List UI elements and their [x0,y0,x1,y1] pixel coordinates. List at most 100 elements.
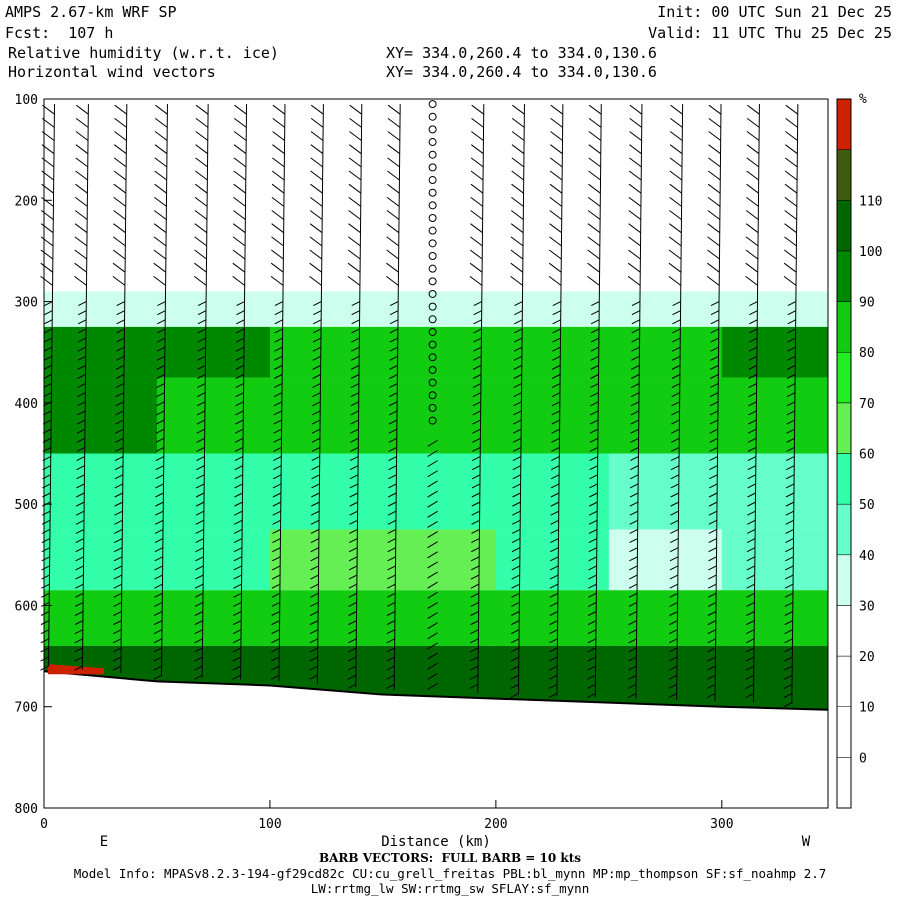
calm-circle [428,327,437,336]
wind-barb [427,632,438,640]
rh-cell [608,377,723,454]
rh-cell [608,529,723,591]
colorbar-segment [836,402,852,454]
rh-cell [495,291,610,327]
colorbar: 0 10 20 30 40 50 60 70 80 90 100 110% [836,92,882,809]
wind-barb [427,551,438,559]
xy-range-2: XY= 334.0,260.4 to 334.0,130.6 [386,63,657,81]
wind-barb-staff [477,104,485,693]
y-tick-label: 200 [15,194,38,209]
rh-cell [608,326,723,378]
rh-cell [495,590,610,646]
calm-circle [428,239,437,248]
colorbar-segment [836,149,852,201]
wind-barb-staff [393,104,401,690]
calm-circle [428,391,437,400]
wind-barb [427,672,438,680]
wind-barb-staff [120,104,128,674]
wind-barb-flags [193,104,209,680]
wind-barb-flags [309,104,324,680]
wind-barb [427,571,438,579]
calm-circle [428,176,437,185]
wind-barb-staff [201,104,209,678]
calm-circle [428,315,437,324]
colorbar-segment [836,453,852,505]
wind-barb-staff [594,104,602,698]
init-time: Init: 00 UTC Sun 21 Dec 25 [657,3,892,21]
calm-circle [428,226,437,235]
wind-barb-flags [232,104,247,680]
rh-cell [269,453,384,530]
rh-cell [608,590,723,646]
rh-cell [382,453,497,530]
rh-cell [269,326,384,378]
colorbar-label: 0 [859,751,867,766]
wind-barb [427,531,438,538]
model-info: Model Info: MPASv8.2.3-194-gf29cd82c CU:… [73,866,827,881]
rh-cell [156,291,271,327]
wind-barb [427,612,438,619]
colorbar-label: 30 [859,599,875,614]
calm-circle [428,163,437,172]
colorbar-segment [836,98,852,150]
rh-cell [495,377,610,454]
valid-time: Valid: 11 UTC Thu 25 Dec 25 [648,24,892,42]
rh-cell [382,291,497,327]
calm-circle [428,289,437,298]
colorbar-segment [836,605,852,657]
rh-cell [44,291,158,327]
colorbar-unit: % [859,92,867,107]
calm-circle [428,264,437,273]
rh-cell [608,453,723,530]
wind-barb [427,450,438,457]
wind-barb [427,470,438,478]
calm-circle [428,251,437,260]
calm-circle [428,340,437,349]
colorbar-segment [836,200,852,252]
calm-circle [428,112,437,121]
wind-barbs [40,100,799,708]
wind-barb-staff [316,104,324,685]
colorbar-segment [836,706,852,758]
rh-cell [721,291,829,327]
wind-barb-flags [386,104,401,689]
wind-barb-staff [714,104,722,702]
y-tick-label: 700 [15,701,38,716]
colorbar-frame [836,98,852,809]
x-tick-label: 100 [258,817,281,832]
x-tick-label: 200 [484,817,507,832]
wind-barb-flags [627,104,643,698]
wind-barb [427,581,438,589]
rh-cell [721,377,829,454]
wind-barb [427,591,438,599]
wind-barb [427,642,438,650]
rh-cell [156,529,271,591]
model-title: AMPS 2.67-km WRF SP [5,3,177,21]
y-tick-label: 400 [15,397,38,412]
rh-cell [382,377,497,454]
wind-barb-flags [745,104,760,698]
colorbar-label: 110 [859,194,882,209]
y-tick-label: 800 [15,802,38,817]
colorbar-segment [836,655,852,707]
rh-cell [382,326,497,378]
field-name-2: Horizontal wind vectors [8,63,216,81]
colorbar-segment [836,250,852,302]
calm-circle [428,378,437,387]
rh-cell [44,529,158,591]
wind-barb-flags [548,104,564,698]
rh-cell [495,645,610,703]
calm-circle [428,188,437,197]
colorbar-label: 80 [859,346,875,361]
left-end-label: E [100,834,108,850]
wind-barb-flags [347,104,362,689]
rh-cell [44,377,158,454]
rh-cell [269,291,384,327]
y-tick-label: 500 [15,498,38,513]
barb-note: BARB VECTORS: FULL BARB = 10 kts [318,851,582,865]
wind-barb [427,601,438,609]
calm-circle [428,138,437,147]
wind-barb-flags [706,104,722,698]
wind-barb [427,460,438,468]
calm-circle [428,365,437,374]
